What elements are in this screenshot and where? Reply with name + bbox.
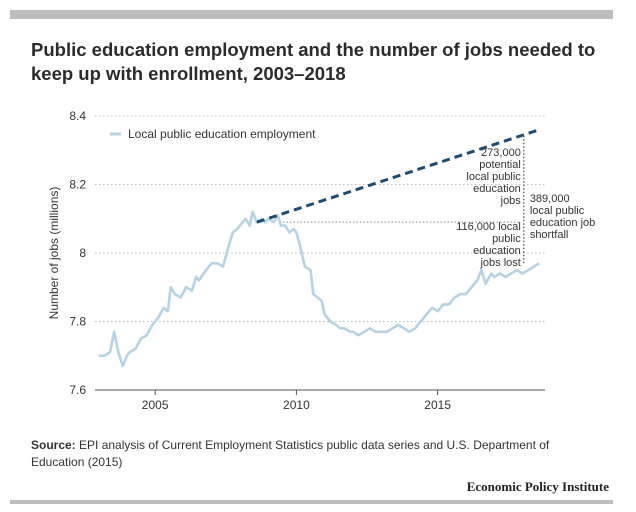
x-tick-label-2005: 2005 xyxy=(142,398,169,412)
annotation-reference-lines xyxy=(279,135,525,266)
annotation-shortfall-line: education job xyxy=(530,217,595,229)
bottom-decorative-bar xyxy=(10,500,613,504)
legend-label: Local public education employment xyxy=(128,127,316,141)
projection-dashed-line xyxy=(256,128,540,224)
x-tick-label-2015: 2015 xyxy=(424,398,451,412)
y-tick-label-7.8: 7.8 xyxy=(69,315,86,329)
annotation-lost-line: education xyxy=(473,245,521,257)
y-tick-label-7.6: 7.6 xyxy=(69,383,86,397)
annotation-potential-line: jobs xyxy=(500,195,522,207)
y-tick-label-8.2: 8.2 xyxy=(69,178,86,192)
annotation-lost-line: 116,000 local xyxy=(456,221,521,233)
y-tick-label-8: 8 xyxy=(79,246,86,260)
source-note: Source: EPI analysis of Current Employme… xyxy=(31,437,601,471)
chart-title: Public education employment and the numb… xyxy=(31,39,596,84)
annotation-shortfall-line: local public xyxy=(530,205,585,217)
y-tick-label-8.4: 8.4 xyxy=(69,109,86,123)
chart-series xyxy=(98,128,540,368)
y-axis-tick-labels: 7.6 7.8 8 8.2 8.4 xyxy=(69,109,86,397)
y-axis-label: Number of jobs (millions) xyxy=(47,187,61,320)
source-text: EPI analysis of Current Employment Stati… xyxy=(31,438,550,469)
legend: Local public education employment xyxy=(110,127,316,141)
annotation-lost-line: jobs lost xyxy=(479,257,520,269)
annotation-potential-line: education xyxy=(473,183,521,195)
brand-logo-text: Economic Policy Institute xyxy=(466,479,609,494)
source-label: Source: xyxy=(31,438,76,452)
gridlines xyxy=(95,115,545,322)
annotation-shortfall-line: shortfall xyxy=(530,229,569,241)
employment-line xyxy=(98,210,540,368)
annotation-potential-line: 273,000 xyxy=(481,147,521,159)
x-tick-label-2010: 2010 xyxy=(283,398,310,412)
line-chart: 7.6 7.8 8 8.2 8.4 2005 2010 2015 Number of job… xyxy=(47,109,595,412)
annotation-shortfall-line: 389,000 xyxy=(530,193,570,205)
annotation-potential-line: potential xyxy=(479,159,521,171)
top-decorative-bar xyxy=(10,10,613,19)
annotation-potential-line: local public xyxy=(466,171,521,183)
x-axis-ticks: 2005 2010 2015 xyxy=(142,390,451,412)
annotation-lost-line: public xyxy=(492,233,521,245)
